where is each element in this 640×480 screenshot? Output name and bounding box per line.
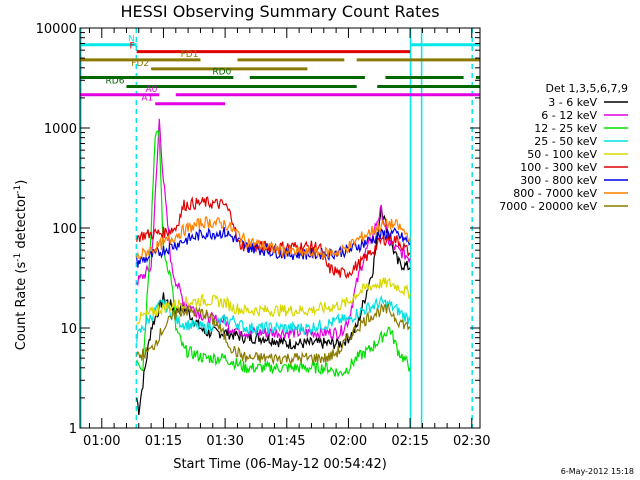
y-axis: 1 10 100 1000 10000	[36, 22, 480, 437]
state-bar-label-RD6: RD6	[106, 77, 125, 87]
legend-label-0: 3 - 6 keV	[548, 96, 597, 109]
series-line-4	[136, 277, 411, 326]
state-bar-label-N: N	[128, 35, 135, 45]
legend-label-2: 12 - 25 keV	[534, 122, 597, 135]
footer-date: 6-May-2012 15:18	[561, 467, 634, 476]
series-line-3	[136, 294, 411, 343]
legend-label-5: 100 - 300 keV	[520, 161, 597, 174]
state-bar-label-FD2: FD2	[131, 59, 149, 69]
y-tick-label-1: 10	[60, 322, 77, 337]
x-axis-label: Start Time (06-May-12 00:54:42)	[173, 457, 387, 472]
y-tick-label-4: 10000	[36, 22, 77, 37]
x-tick-label-3: 01:45	[268, 434, 305, 449]
x-tick-label-6: 02:30	[453, 434, 490, 449]
chart-title: HESSI Observing Summary Count Rates	[120, 2, 439, 21]
x-tick-label-4: 02:00	[330, 434, 367, 449]
legend-label-3: 25 - 50 keV	[534, 135, 597, 148]
y-tick-label-0: 1	[69, 422, 77, 437]
legend-title: Det 1,3,5,6,7,9	[545, 82, 628, 95]
series-group	[136, 118, 411, 416]
y-tick-label-2: 100	[52, 222, 77, 237]
legend-label-1: 6 - 12 keV	[541, 109, 597, 122]
legend-label-6: 300 - 800 keV	[520, 174, 597, 187]
state-bar-label-RD0: RD0	[212, 67, 231, 77]
y-axis-label: Count Rate (s-1 detector-1)	[13, 180, 29, 351]
legend-label-4: 50 - 100 keV	[527, 148, 597, 161]
x-tick-label-2: 01:30	[206, 434, 243, 449]
x-tick-label-5: 02:15	[391, 434, 428, 449]
series-line-8	[136, 302, 411, 366]
state-bar-label-A0: A0	[145, 85, 157, 95]
x-tick-label-1: 01:15	[145, 434, 182, 449]
legend-label-8: 7000 - 20000 keV	[499, 200, 597, 213]
series-line-7	[136, 216, 411, 261]
state-bar-label-FD1: FD1	[181, 50, 199, 60]
legend-label-7: 800 - 7000 keV	[513, 187, 597, 200]
series-line-2	[136, 130, 411, 378]
y-tick-label-3: 1000	[44, 122, 77, 137]
state-bar-label-F: F	[130, 42, 135, 52]
x-axis: 01:00 01:15 01:30 01:45 02:00 02:15 02:30	[83, 28, 491, 449]
state-bar-label-A1: A1	[141, 94, 153, 104]
x-tick-label-0: 01:00	[83, 434, 120, 449]
